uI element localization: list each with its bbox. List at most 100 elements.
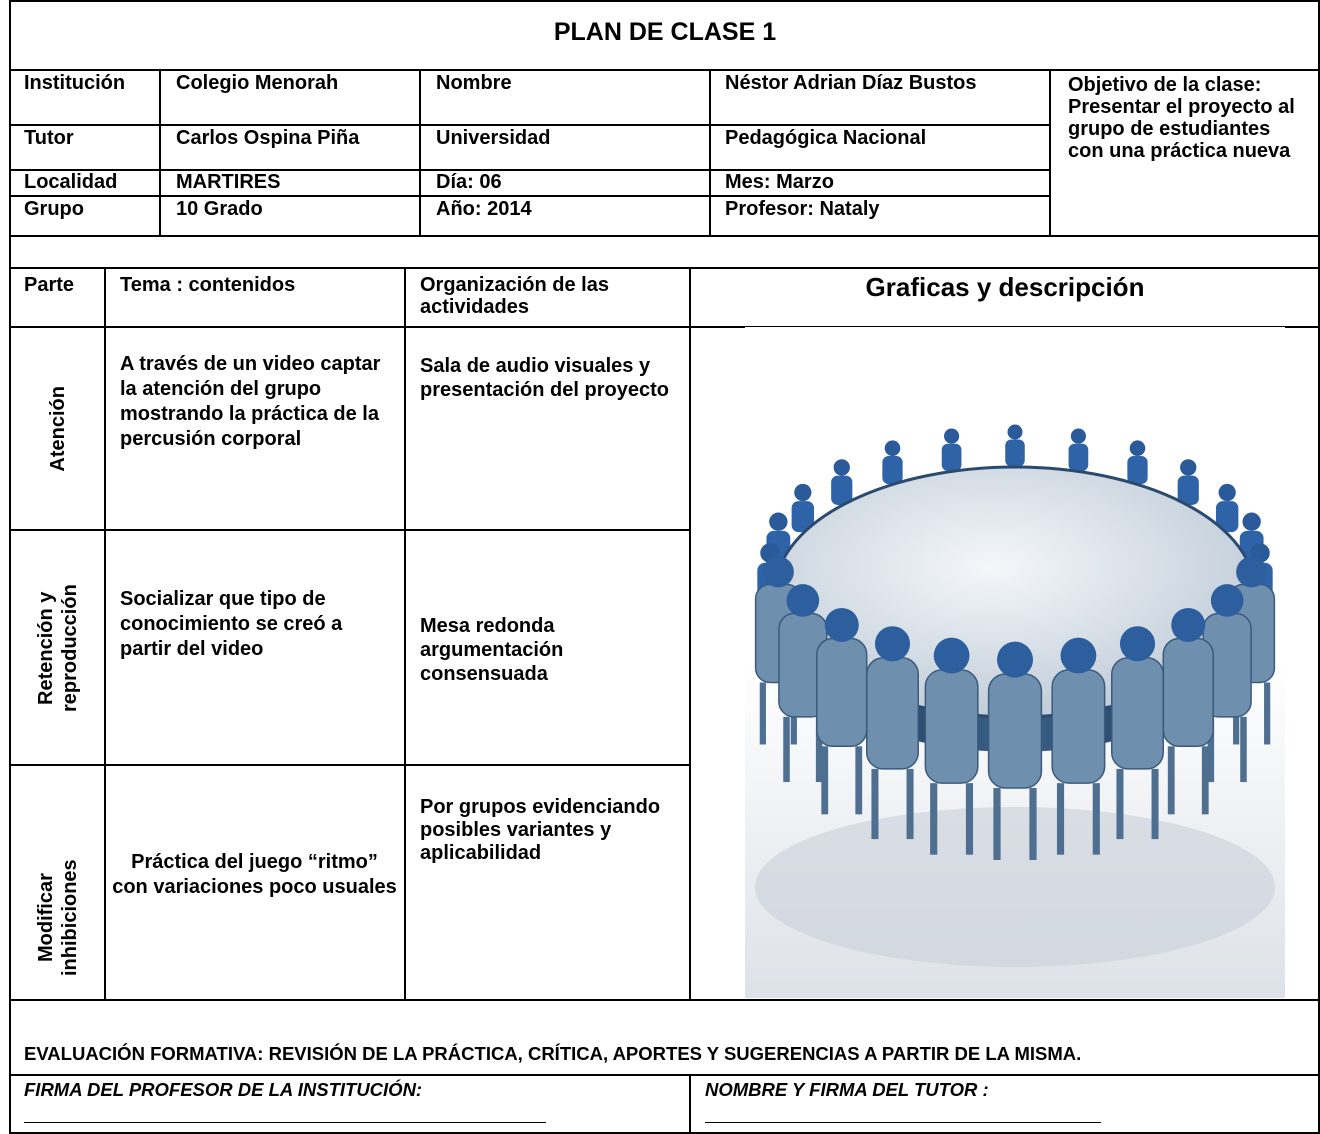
border	[10, 69, 1320, 71]
evaluation: EVALUACIÓN FORMATIVA: REVISIÓN DE LA PRÁ…	[24, 1043, 1082, 1064]
info-cell: Pedagógica Nacional	[725, 127, 927, 149]
figure-part	[1264, 682, 1271, 745]
border	[1049, 69, 1051, 237]
info-cell: Grupo	[24, 198, 84, 220]
figure-part	[1068, 443, 1089, 471]
info-cell: 10 Grado	[176, 198, 263, 220]
organization: Sala de audio visuales y presentación de…	[420, 355, 669, 401]
figure-part	[987, 673, 1043, 789]
border	[9, 0, 11, 1134]
figure-part	[855, 746, 863, 815]
info-cell: Día: 06	[436, 171, 502, 193]
figure-part	[874, 626, 911, 662]
figure-part	[1177, 475, 1199, 505]
figure-part	[941, 443, 962, 471]
border	[10, 529, 691, 531]
border	[10, 1132, 1320, 1134]
figure-part	[930, 783, 938, 855]
border	[10, 235, 1320, 237]
figure-part	[884, 440, 901, 457]
figure-part	[791, 501, 815, 533]
figure-part	[993, 788, 1001, 860]
figure-part	[769, 512, 788, 531]
figure-part	[1007, 424, 1023, 440]
figure-part	[815, 716, 823, 783]
shadow	[755, 807, 1275, 967]
figure-part	[1005, 439, 1025, 467]
figure-part	[1242, 512, 1261, 531]
info-cell: Institución	[24, 72, 126, 94]
signature-label: NOMBRE Y FIRMA DEL TUTOR :	[705, 1079, 989, 1100]
border	[159, 69, 161, 237]
border	[10, 267, 1320, 269]
figure-part	[1171, 607, 1206, 642]
figure-part	[1051, 669, 1106, 784]
info-cell: Nombre	[436, 72, 512, 94]
figure-part	[1218, 483, 1236, 502]
header: Tema : contenidos	[120, 274, 296, 296]
info-cell: Néstor Adrian Díaz Bustos	[725, 72, 977, 94]
topic: Socializar que tipo de conocimiento se c…	[120, 588, 343, 660]
border	[10, 764, 691, 766]
organization: Mesa redonda argumentación consensuada	[420, 615, 564, 685]
border	[10, 169, 1051, 171]
figure-part	[824, 607, 859, 642]
title: PLAN DE CLASE 1	[553, 18, 777, 46]
info-cell: Universidad	[436, 127, 551, 149]
figure-part	[933, 637, 970, 674]
info-cell: Mes: Marzo	[725, 171, 834, 193]
signature-label: FIRMA DEL PROFESOR DE LA INSTITUCIÓN:	[24, 1079, 423, 1100]
figure-part	[1162, 637, 1214, 748]
border	[404, 267, 406, 1001]
border	[10, 195, 1051, 197]
figure-part	[833, 459, 850, 476]
border	[10, 124, 1051, 126]
figure-part	[1116, 768, 1124, 840]
border	[419, 69, 421, 237]
part: Retención y reproducción	[34, 583, 81, 712]
figure-part	[1236, 556, 1268, 588]
part: Modificar inhibiciones	[34, 859, 81, 976]
figure-part	[831, 475, 853, 505]
topic: Práctica del juego “ritmo” con variacion…	[112, 851, 397, 898]
figure-part	[1029, 788, 1037, 860]
figure-part	[906, 768, 914, 840]
figure-part	[871, 768, 879, 840]
part-cell: Retención y reproducción	[11, 531, 104, 764]
figure-part	[816, 637, 868, 748]
border	[709, 69, 711, 237]
figure-part	[1127, 456, 1148, 485]
border	[689, 267, 691, 1001]
figure-part	[1207, 716, 1215, 783]
figure-part	[1215, 501, 1239, 533]
info-cell: Profesor: Nataly	[725, 198, 880, 220]
figure-part	[1119, 626, 1156, 662]
figure-part	[1180, 459, 1197, 476]
info-cell: Colegio Menorah	[176, 72, 339, 94]
figure-part	[997, 641, 1033, 678]
figure-part	[924, 669, 979, 784]
figure-part	[1201, 746, 1209, 815]
figure-part	[866, 657, 919, 770]
border	[10, 0, 1320, 2]
round-table-image	[745, 327, 1285, 998]
figure-part	[965, 783, 974, 855]
figure-part	[1060, 637, 1097, 674]
figure-part	[1056, 783, 1065, 855]
signature-line	[705, 1122, 1101, 1123]
figure-part	[759, 682, 766, 745]
figure-part	[1070, 428, 1086, 444]
border	[1318, 0, 1320, 1134]
figure-part	[882, 456, 903, 485]
border	[689, 1074, 691, 1134]
figure-part	[794, 483, 812, 502]
header: Organización de las actividades	[420, 274, 609, 318]
info-cell: Carlos Ospina Piña	[176, 127, 360, 149]
figure-part	[944, 428, 960, 444]
figure-part	[821, 746, 829, 815]
border	[10, 326, 1320, 328]
border	[104, 267, 106, 1001]
part-cell: Modificar inhibiciones	[11, 766, 104, 999]
info-cell: MARTIRES	[176, 171, 281, 193]
